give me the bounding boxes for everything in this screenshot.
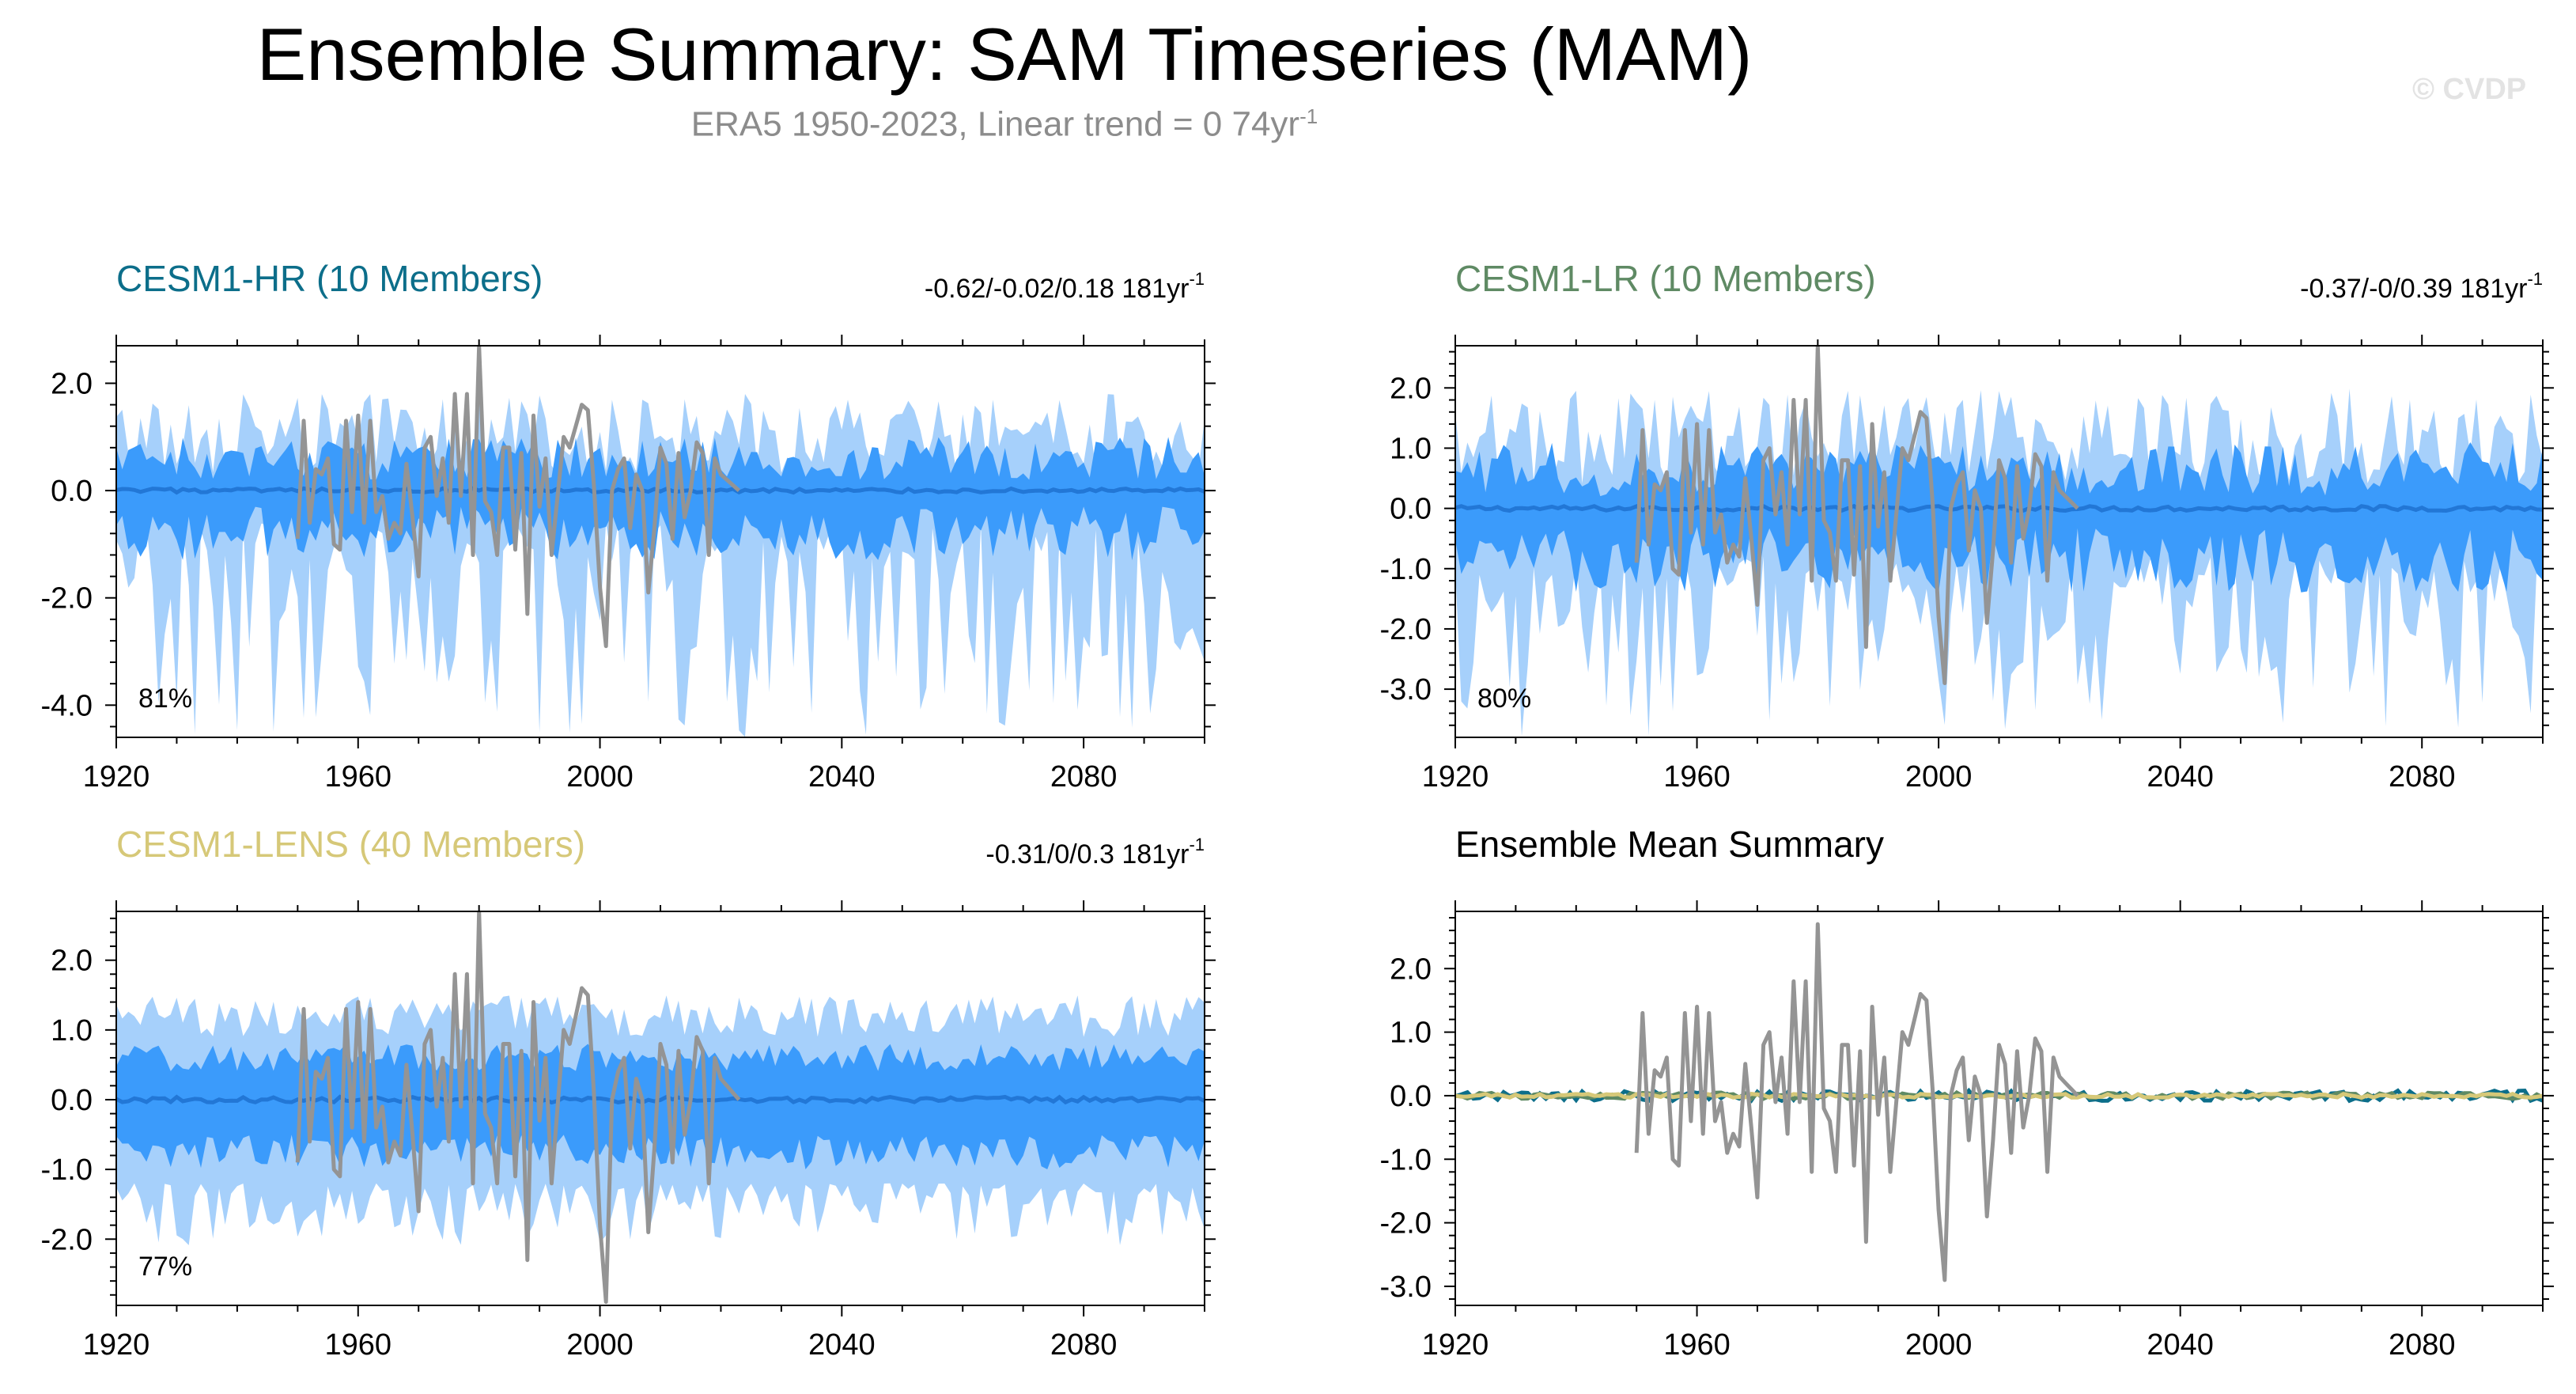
y-tick-label: -2.0 — [41, 582, 93, 616]
panel-percent: 81% — [138, 684, 192, 714]
panel-title: CESM1-LR (10 Members) — [1455, 258, 1876, 299]
y-tick-label: -1.0 — [1380, 1143, 1432, 1176]
x-tick-label: 2000 — [1905, 760, 1973, 794]
observations-line — [295, 911, 741, 1305]
panel-stats-exponent: -1 — [1189, 269, 1205, 289]
y-tick-label: -3.0 — [1380, 1271, 1432, 1304]
observations-line — [295, 346, 741, 649]
x-tick-label: 2040 — [2147, 760, 2214, 794]
panel-hr: 1920 1960 2000 2040 2080 2.0 0.0 -2.0 -4.0 CESM1-… — [41, 258, 1216, 794]
y-tick-label: 2.0 — [1390, 372, 1432, 405]
plot-frame — [1454, 911, 2544, 1306]
plot-area — [1455, 346, 2543, 737]
x-tick-label: 1920 — [83, 1328, 150, 1362]
plot-area — [1455, 922, 2543, 1282]
panel-title: CESM1-LENS (40 Members) — [116, 824, 585, 865]
y-tick-label: 1.0 — [1390, 432, 1432, 465]
y-tick-label: -1.0 — [1380, 553, 1432, 586]
y-tick-label: -4.0 — [41, 689, 93, 722]
ensemble-mean-line — [116, 486, 1205, 495]
x-tick-label: 1960 — [325, 760, 392, 794]
y-tick-label: -2.0 — [41, 1223, 93, 1256]
inner-spread-band — [1455, 441, 2543, 593]
copyright-watermark: © CVDP — [2412, 73, 2527, 106]
y-tick-label: 1.0 — [51, 1014, 93, 1047]
panel-stats-exponent: -1 — [2527, 269, 2543, 289]
x-tick-label: 1960 — [325, 1328, 392, 1362]
x-tick-label: 2080 — [1050, 1328, 1118, 1362]
x-tick-label: 2080 — [1050, 760, 1118, 794]
ensemble-mean-series-2 — [1455, 1091, 2543, 1100]
plot-area — [116, 911, 1205, 1305]
observations-line — [1634, 922, 2079, 1282]
panel-stats: -0.31/0/0.3 181yr-1 — [985, 835, 1205, 869]
panel-stats-text: -0.31/0/0.3 181yr — [985, 839, 1189, 869]
panel-stats-exponent: -1 — [1189, 835, 1205, 854]
panel-stats-text: -0.62/-0.02/0.18 181yr — [925, 274, 1190, 304]
y-tick-label: 0.0 — [51, 475, 93, 508]
ensemble-mean-line — [1455, 503, 2543, 513]
y-tick-label: -1.0 — [41, 1153, 93, 1187]
panel-percent: 77% — [138, 1252, 192, 1282]
x-tick-label: 1920 — [1422, 1328, 1489, 1362]
y-tick-label: 2.0 — [1390, 953, 1432, 986]
panel-stats-text: -0.37/-0/0.39 181yr — [2300, 274, 2527, 304]
panel-lr: 1920 1960 2000 2040 2080 2.0 1.0 0.0 -1.0 -2.0 -3.… — [1380, 258, 2554, 794]
plot-area — [116, 346, 1205, 737]
panel-stats: -0.37/-0/0.39 181yr-1 — [2300, 269, 2543, 304]
y-tick-label: -3.0 — [1380, 673, 1432, 706]
page-title: Ensemble Summary: SAM Timeseries (MAM) — [256, 13, 1753, 96]
x-tick-label: 2000 — [566, 1328, 634, 1362]
x-tick-label: 1920 — [1422, 760, 1489, 794]
y-tick-label: 0.0 — [51, 1084, 93, 1117]
subtitle-text: ERA5 1950-2023, Linear trend = 0 74yr — [690, 104, 1300, 144]
y-tick-label: -2.0 — [1380, 613, 1432, 646]
panel-summary: 1920 1960 2000 2040 2080 2.0 1.0 0.0 -1.0 -2.0 -3.… — [1380, 824, 2554, 1362]
subtitle-exponent: -1 — [1299, 104, 1318, 128]
panel-stats: -0.62/-0.02/0.18 181yr-1 — [925, 269, 1205, 304]
panel-lens: 1920 1960 2000 2040 2080 2.0 1.0 0.0 -1.0 -2.0 CES… — [41, 824, 1216, 1362]
panel-title: CESM1-HR (10 Members) — [116, 258, 543, 299]
y-tick-label: 2.0 — [51, 945, 93, 978]
x-tick-label: 2000 — [566, 760, 634, 794]
y-tick-label: 2.0 — [51, 367, 93, 400]
x-tick-label: 1960 — [1663, 760, 1731, 794]
panel-title: Ensemble Mean Summary — [1455, 824, 1884, 865]
x-tick-label: 2040 — [808, 1328, 876, 1362]
observations-line — [1634, 346, 2079, 685]
x-tick-label: 2000 — [1905, 1328, 1973, 1362]
y-tick-label: -2.0 — [1380, 1207, 1432, 1241]
outer-spread-band — [1455, 388, 2543, 737]
x-tick-label: 2080 — [2389, 1328, 2456, 1362]
page-subtitle: ERA5 1950-2023, Linear trend = 0 74yr-1 — [0, 104, 2009, 145]
x-tick-label: 1920 — [83, 760, 150, 794]
x-tick-label: 2040 — [808, 760, 876, 794]
inner-spread-band — [116, 1044, 1205, 1169]
y-tick-label: 0.0 — [1390, 493, 1432, 526]
y-tick-label: 0.0 — [1390, 1080, 1432, 1113]
y-tick-label: 1.0 — [1390, 1017, 1432, 1050]
x-tick-label: 2080 — [2389, 760, 2456, 794]
ensemble-mean-line — [116, 1094, 1205, 1105]
x-tick-label: 1960 — [1663, 1328, 1731, 1362]
x-tick-label: 2040 — [2147, 1328, 2214, 1362]
panel-percent: 80% — [1477, 684, 1531, 714]
